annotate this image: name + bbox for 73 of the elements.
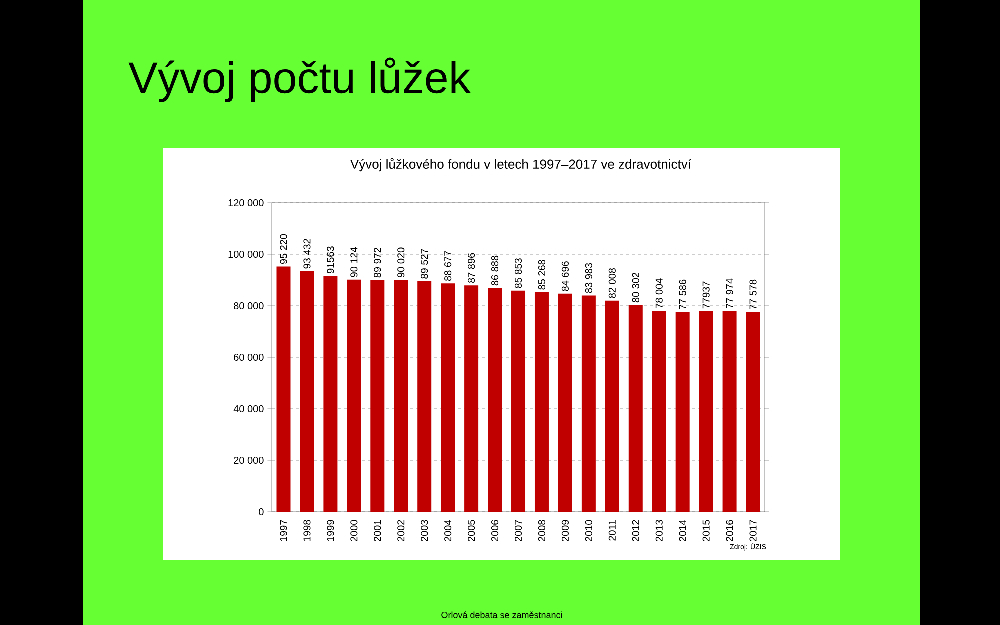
data-label: 77 974 bbox=[726, 278, 734, 308]
y-tick-label: 60 000 bbox=[234, 354, 264, 362]
x-tick-label: 2006 bbox=[491, 520, 499, 542]
data-label: 82 008 bbox=[608, 268, 616, 298]
y-tick-label: 20 000 bbox=[234, 456, 264, 464]
bar bbox=[652, 311, 666, 512]
x-tick-label: 2014 bbox=[679, 520, 686, 542]
bar bbox=[418, 281, 432, 512]
bar bbox=[441, 284, 456, 512]
data-label: 85 268 bbox=[538, 260, 546, 290]
x-tick-label: 2009 bbox=[562, 520, 569, 542]
data-label: 90 020 bbox=[398, 248, 405, 278]
bar bbox=[605, 300, 620, 512]
y-tick-label: 40 000 bbox=[234, 405, 264, 413]
bar bbox=[746, 312, 760, 512]
x-tick-label: 2010 bbox=[585, 520, 592, 542]
x-tick-label: 2012 bbox=[632, 520, 640, 542]
bar bbox=[324, 276, 338, 512]
chart-subtitle: Vývoj lůžkového fondu v letech 1997–2017 ve zdravotnictví bbox=[350, 158, 692, 172]
y-tick-label: 80 000 bbox=[234, 302, 264, 310]
y-tick-label: 120 000 bbox=[228, 199, 264, 207]
data-label: 89 972 bbox=[374, 248, 382, 278]
data-label: 84 696 bbox=[562, 262, 569, 292]
bar bbox=[464, 286, 479, 512]
bar bbox=[512, 290, 526, 512]
x-tick-label: 1997 bbox=[280, 520, 288, 542]
data-label: 85 853 bbox=[514, 258, 522, 288]
bar bbox=[582, 296, 596, 512]
bar bbox=[699, 311, 714, 512]
bar bbox=[558, 294, 572, 512]
text: Orlová debata se zaměstnanci bbox=[442, 612, 562, 618]
bar bbox=[628, 305, 643, 512]
x-tick-label: 2005 bbox=[468, 520, 476, 542]
x-tick-label: 1999 bbox=[327, 520, 334, 542]
data-label: 89 527 bbox=[421, 249, 428, 279]
x-tick-label: 2008 bbox=[538, 520, 546, 542]
x-tick-label: 2007 bbox=[514, 520, 522, 542]
data-label: 80 302 bbox=[632, 272, 640, 303]
data-label: 88 677 bbox=[444, 251, 452, 282]
x-tick-label: 2016 bbox=[726, 520, 734, 542]
x-tick-label: 2011 bbox=[608, 520, 616, 541]
data-label: 77937 bbox=[702, 282, 710, 309]
x-tick-label: 2013 bbox=[656, 520, 663, 542]
bar bbox=[534, 292, 549, 512]
x-tick-label: 2017 bbox=[750, 520, 757, 542]
bar bbox=[276, 266, 291, 512]
x-tick-label: 1998 bbox=[304, 520, 311, 542]
bar bbox=[300, 271, 314, 512]
bar bbox=[370, 280, 385, 512]
chart-title: Vývoj počtu lůžek bbox=[128, 58, 471, 102]
x-tick-label: 2015 bbox=[702, 520, 710, 542]
data-label: 83 983 bbox=[585, 263, 592, 294]
data-label: 78 004 bbox=[656, 278, 663, 308]
data-label: 87 896 bbox=[468, 253, 476, 284]
bar bbox=[488, 288, 502, 512]
x-tick-label: 2002 bbox=[398, 520, 405, 542]
x-tick-label: 2004 bbox=[444, 520, 452, 542]
data-label: 90 124 bbox=[350, 247, 358, 278]
bar bbox=[722, 311, 737, 512]
bar bbox=[676, 312, 690, 512]
bar bbox=[347, 280, 362, 512]
y-tick-label: 0 bbox=[259, 508, 264, 516]
x-tick-label: 2003 bbox=[421, 520, 428, 542]
x-tick-label: 2001 bbox=[374, 520, 382, 542]
data-label: 93 432 bbox=[304, 239, 311, 269]
data-label: 77 586 bbox=[679, 280, 686, 310]
data-label: 91563 bbox=[327, 246, 334, 274]
bar bbox=[394, 280, 408, 512]
x-tick-label: 2000 bbox=[350, 520, 358, 542]
data-label: 77 578 bbox=[750, 280, 757, 310]
y-tick-label: 100 000 bbox=[228, 250, 264, 258]
data-label: 86 888 bbox=[491, 256, 499, 286]
data-label: 95 220 bbox=[280, 234, 288, 264]
